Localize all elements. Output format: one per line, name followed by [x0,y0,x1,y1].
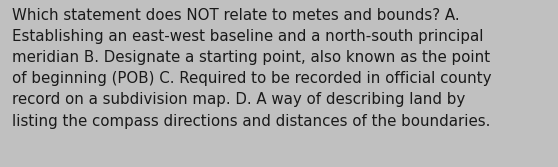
Text: Which statement does NOT relate to metes and bounds? A.
Establishing an east-wes: Which statement does NOT relate to metes… [12,8,492,129]
